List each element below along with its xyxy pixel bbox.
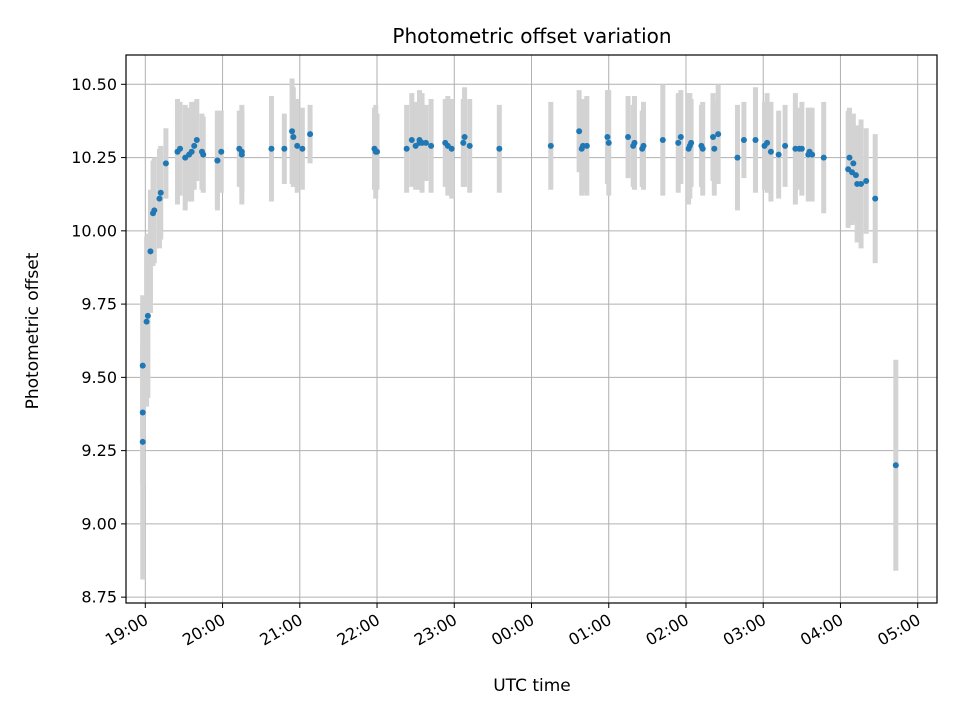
data-point	[422, 139, 429, 146]
data-point	[752, 136, 759, 143]
data-point	[863, 178, 870, 185]
data-point	[711, 145, 718, 152]
data-point	[156, 195, 163, 202]
data-point	[852, 172, 859, 179]
data-point	[188, 148, 195, 155]
data-point	[715, 131, 722, 138]
data-point	[675, 139, 682, 146]
data-point	[218, 148, 225, 155]
data-point	[281, 145, 288, 152]
data-point	[200, 151, 207, 158]
data-point	[640, 142, 647, 149]
data-point	[677, 134, 684, 141]
data-point	[461, 134, 468, 141]
data-point	[290, 134, 297, 141]
data-point	[139, 438, 146, 445]
data-point	[162, 160, 169, 167]
data-point	[448, 145, 455, 152]
data-point	[809, 151, 816, 158]
data-point	[798, 145, 805, 152]
data-point	[214, 157, 221, 164]
data-point	[289, 128, 296, 135]
data-point	[151, 207, 158, 214]
data-point	[583, 142, 590, 149]
chart-title: Photometric offset variation	[392, 24, 671, 48]
data-point	[659, 136, 666, 143]
y-axis-ticks: 8.75 9.00 9.25 9.50 9.75 10.00 10.25 10.50	[71, 75, 126, 607]
data-point	[193, 136, 200, 143]
y-tick-label: 9.25	[81, 441, 117, 460]
y-tick-label: 9.00	[81, 514, 117, 533]
data-point	[764, 139, 771, 146]
data-point	[307, 131, 314, 138]
data-point	[775, 151, 782, 158]
data-point	[625, 134, 632, 141]
data-point	[466, 142, 473, 149]
data-point	[846, 154, 853, 161]
data-point	[734, 154, 741, 161]
data-point	[408, 136, 415, 143]
data-point	[688, 139, 695, 146]
data-point	[782, 142, 789, 149]
y-tick-label: 9.50	[81, 368, 117, 387]
y-tick-label: 8.75	[81, 588, 117, 607]
y-tick-label: 10.25	[71, 148, 117, 167]
data-point	[858, 180, 865, 187]
data-point	[496, 145, 503, 152]
data-point	[299, 145, 306, 152]
data-point	[157, 189, 164, 196]
data-point	[144, 312, 151, 319]
y-axis-label: Photometric offset	[23, 252, 43, 409]
data-point	[547, 142, 554, 149]
data-point	[177, 145, 184, 152]
data-point	[872, 195, 879, 202]
data-point	[699, 145, 706, 152]
data-point	[850, 160, 857, 167]
x-axis-label: UTC time	[493, 676, 571, 696]
data-point	[428, 142, 435, 149]
data-points	[139, 128, 899, 469]
data-point	[238, 151, 245, 158]
data-point	[460, 139, 467, 146]
y-tick-label: 9.75	[81, 295, 117, 314]
data-point	[605, 139, 612, 146]
y-tick-label: 10.00	[71, 221, 117, 240]
data-point	[139, 409, 146, 416]
data-point	[631, 139, 638, 146]
data-point	[268, 145, 275, 152]
data-point	[820, 154, 827, 161]
data-point	[294, 142, 301, 149]
data-point	[191, 142, 198, 149]
data-point	[604, 134, 611, 141]
y-tick-label: 10.50	[71, 75, 117, 94]
data-point	[892, 462, 899, 469]
data-point	[143, 318, 150, 325]
data-point	[740, 136, 747, 143]
data-point	[576, 128, 583, 135]
data-point	[710, 134, 717, 141]
data-point	[767, 148, 774, 155]
data-point	[139, 362, 146, 369]
data-point	[374, 148, 381, 155]
data-point	[147, 248, 154, 255]
data-point	[403, 145, 410, 152]
